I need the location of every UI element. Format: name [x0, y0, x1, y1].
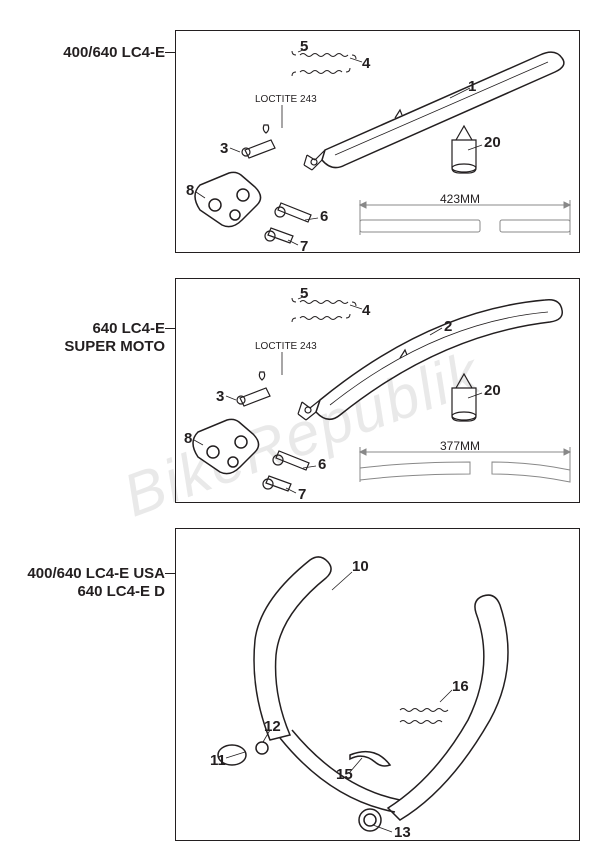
callout-p2-3: 3	[216, 388, 224, 405]
anno-p1-loctite: LOCTITE 243	[255, 94, 317, 105]
callout-p1-20: 20	[484, 134, 501, 151]
callout-p2-5: 5	[300, 285, 308, 302]
callout-p1-7: 7	[300, 238, 308, 255]
callout-p1-4: 4	[362, 55, 370, 72]
dim-p2: 377MM	[440, 439, 480, 453]
callout-p2-20: 20	[484, 382, 501, 399]
callout-p2-4: 4	[362, 302, 370, 319]
callout-p1-5: 5	[300, 38, 308, 55]
callout-p3-10: 10	[352, 558, 369, 575]
callout-p1-6: 6	[320, 208, 328, 225]
callout-p2-7: 7	[298, 486, 306, 503]
dim-p1: 423MM	[440, 192, 480, 206]
callout-p2-2: 2	[444, 318, 452, 335]
callout-p2-6: 6	[318, 456, 326, 473]
callout-p3-16: 16	[452, 678, 469, 695]
callout-p2-8: 8	[184, 430, 192, 447]
callout-p3-13: 13	[394, 824, 411, 841]
callout-p3-12: 12	[264, 718, 281, 735]
callout-p1-3: 3	[220, 140, 228, 157]
anno-p2-loctite: LOCTITE 243	[255, 341, 317, 352]
callout-p3-15: 15	[336, 766, 353, 783]
diagram-svg	[0, 0, 604, 867]
callout-p1-1: 1	[468, 78, 476, 95]
callout-p1-8: 8	[186, 182, 194, 199]
callout-p3-11: 11	[210, 752, 226, 769]
